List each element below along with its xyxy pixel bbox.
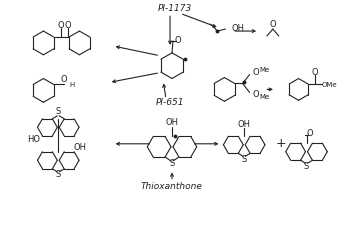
Text: +: + — [275, 137, 286, 150]
Text: PI-651: PI-651 — [156, 98, 184, 107]
Text: S: S — [56, 107, 61, 116]
Text: O: O — [253, 90, 259, 99]
Text: OH: OH — [231, 24, 244, 33]
Text: O: O — [60, 75, 67, 84]
Text: OH: OH — [166, 118, 178, 127]
Text: Me: Me — [259, 94, 270, 100]
Text: O: O — [306, 129, 313, 138]
Text: S: S — [169, 160, 175, 169]
Text: PI-1173: PI-1173 — [158, 4, 192, 13]
Text: O: O — [269, 20, 276, 29]
Text: S: S — [304, 162, 309, 171]
Text: O: O — [253, 68, 259, 77]
Text: O: O — [175, 37, 181, 45]
Text: O: O — [57, 21, 64, 30]
Text: OH: OH — [73, 143, 86, 152]
Text: O: O — [64, 21, 71, 30]
Text: OMe: OMe — [322, 82, 337, 88]
Text: HO: HO — [28, 135, 40, 144]
Text: Me: Me — [259, 67, 270, 73]
Text: Thioxanthone: Thioxanthone — [141, 182, 203, 191]
Text: S: S — [56, 170, 61, 179]
Text: S: S — [241, 155, 247, 164]
Text: H: H — [70, 82, 75, 88]
Text: O: O — [312, 68, 318, 77]
Text: OH: OH — [238, 120, 251, 129]
